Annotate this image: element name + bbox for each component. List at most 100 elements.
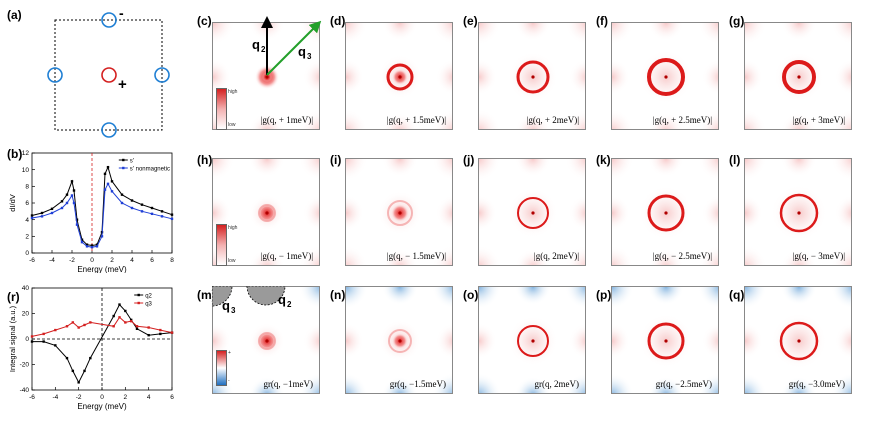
data-point (89, 356, 92, 360)
corner-blob (612, 287, 634, 309)
satellite-blob-tb (382, 23, 418, 41)
caption-k: |g(q, − 2.5meV)| (652, 251, 712, 261)
data-point (150, 206, 154, 210)
satellite-blob-tb (249, 159, 285, 177)
data-point (130, 199, 134, 202)
satellite-blob (569, 323, 585, 359)
central-ring (647, 58, 685, 96)
caption-h: |g(q, − 1meV)| (260, 251, 313, 261)
corner-blob (612, 245, 634, 265)
data-point (80, 240, 84, 244)
satellite-blob (303, 323, 319, 359)
data-point (106, 182, 110, 186)
mask-q2-sub: 2 (287, 300, 292, 309)
legend-marker (137, 293, 140, 297)
central-ring (779, 193, 819, 233)
data-point (124, 321, 127, 324)
central-ring (647, 194, 685, 232)
satellite-blob (436, 59, 452, 95)
qpi-map-l: |g(q, − 3meV)| (744, 158, 852, 266)
data-point (60, 206, 64, 210)
x-axis-label: Energy (meV) (77, 402, 127, 411)
corner-blob (432, 109, 452, 129)
mask-q2-label: q (278, 292, 286, 307)
colorbar-c-low: low (228, 122, 236, 128)
satellite-blob-tb (382, 113, 418, 129)
data-point (85, 243, 89, 246)
qpi-image-o (479, 287, 585, 393)
legend-label: s' nonmagnetic (130, 166, 170, 172)
caption-i: |g(q, − 1.5meV)| (386, 251, 446, 261)
qpi-image-i (346, 159, 452, 265)
caption-l: |g(q, − 3meV)| (792, 251, 845, 261)
panel-label-c: (c) (197, 14, 212, 28)
central-dot (265, 339, 269, 343)
data-point (50, 207, 54, 211)
central-dot (531, 339, 535, 343)
corner-blob (745, 159, 767, 181)
satellite-blob-tb (648, 159, 684, 177)
corner-blob (213, 159, 235, 181)
blue-pocket-top (101, 12, 117, 28)
satellite-blob-tb (382, 159, 418, 177)
corner-blob (565, 287, 585, 309)
satellite-blob (569, 59, 585, 95)
qpi-map-d: |g(q, + 1.5meV)| (345, 22, 453, 130)
corner-blob (565, 245, 585, 265)
legend-marker (122, 166, 125, 170)
y-tick-label: 2 (25, 234, 29, 241)
corner-blob (479, 287, 501, 309)
satellite-blob-tb (515, 159, 551, 177)
series-line-0 (32, 303, 173, 384)
caption-e: |g(q, + 2meV)| (526, 115, 579, 125)
q3-subscript: 3 (307, 52, 312, 61)
q2-mask (246, 286, 286, 306)
data-point (70, 194, 74, 197)
corner-blob (831, 109, 851, 129)
central-dot (265, 211, 269, 215)
corner-blob (745, 109, 767, 129)
panel-label-g: (g) (729, 14, 745, 28)
panel-label-i: (i) (330, 153, 342, 167)
data-point (65, 201, 69, 205)
data-point (80, 238, 84, 241)
corner-blob (346, 373, 368, 393)
corner-blob (698, 287, 718, 309)
satellite-blob (745, 323, 763, 359)
data-point (83, 323, 86, 327)
satellite-blob (745, 195, 763, 231)
central-dot (398, 75, 402, 79)
central-dot (531, 211, 535, 215)
central-ring (386, 63, 414, 91)
data-point (75, 218, 79, 221)
qpi-image-h (213, 159, 319, 265)
central-ring-soft (387, 200, 413, 226)
qpi-map-f: |g(q, + 2.5meV)| (611, 22, 719, 130)
data-point (140, 210, 144, 213)
corner-blob (479, 245, 501, 265)
x-tick-label: -4 (52, 394, 58, 401)
data-point (90, 245, 94, 249)
data-point (112, 325, 115, 328)
brillouin-zone-boundary (54, 19, 163, 131)
corner-blob (299, 373, 319, 393)
colorbar-c (216, 88, 227, 130)
legend-label: s' (130, 158, 134, 164)
data-point (135, 325, 139, 328)
data-point (129, 318, 133, 322)
qpi-map-j: |g(q, 2meV)| (478, 158, 586, 266)
colorbar-c-high: high (228, 89, 238, 95)
qpi-image-d (346, 23, 452, 129)
data-point (118, 316, 121, 319)
panel-label-d: (d) (330, 14, 346, 28)
data-point (54, 344, 57, 347)
corner-blob (612, 373, 634, 393)
data-point (30, 340, 34, 343)
q2-label: q (252, 37, 260, 52)
data-point (160, 215, 164, 218)
colorbar-h-high: high (228, 225, 238, 231)
qpi-map-q: gr(q, −3.0meV) (744, 286, 852, 394)
data-point (89, 321, 92, 324)
corner-blob (479, 109, 501, 129)
